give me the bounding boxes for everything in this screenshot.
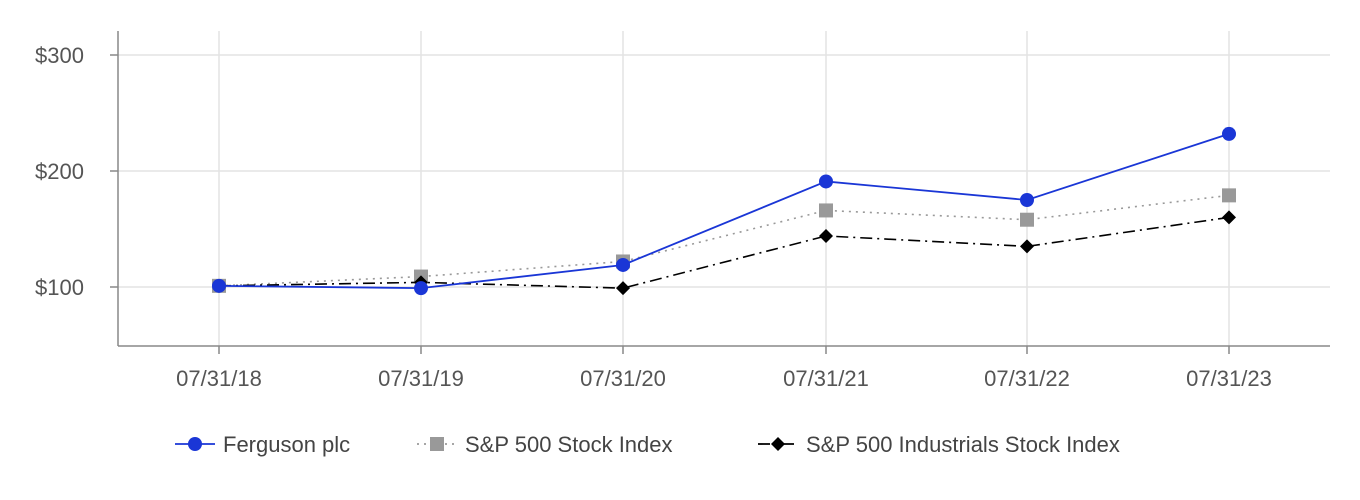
legend-item: S&P 500 Industrials Stock Index (758, 432, 1120, 457)
series-line (218, 194, 1230, 287)
legend-item: S&P 500 Stock Index (417, 432, 673, 457)
point-square (430, 437, 444, 451)
x-tick-label: 07/31/22 (984, 366, 1070, 391)
x-tick-label: 07/31/20 (580, 366, 666, 391)
x-tick-label: 07/31/18 (176, 366, 262, 391)
point-diamond (616, 281, 630, 296)
grid (118, 31, 1330, 346)
x-tick-label: 07/31/23 (1186, 366, 1272, 391)
y-tick-label: $200 (35, 159, 84, 184)
series-group (212, 126, 1236, 296)
legend-label: S&P 500 Industrials Stock Index (806, 432, 1120, 457)
point-square (1222, 188, 1236, 203)
series-1 (212, 188, 1236, 293)
series-line (218, 133, 1230, 290)
series-0 (212, 126, 1236, 296)
y-tick-label: $300 (35, 43, 84, 68)
series-line (218, 216, 1230, 289)
point-circle (616, 257, 630, 272)
point-square (1020, 212, 1034, 227)
point-square (819, 203, 833, 218)
legend-item: Ferguson plc (175, 432, 350, 457)
tick-labels: $100 $200 $300 07/31/18 07/31/19 07/31/20 07/3… (35, 43, 1272, 391)
legend: Ferguson plc S&P 500 Stock Index S&P 500 I… (175, 432, 1120, 457)
point-diamond (1222, 210, 1236, 225)
y-tick-label: $100 (35, 275, 84, 300)
axes (110, 31, 1330, 354)
point-circle (1222, 126, 1236, 141)
point-diamond (771, 437, 785, 451)
point-circle (819, 174, 833, 189)
point-diamond (819, 228, 833, 243)
x-tick-label: 07/31/21 (783, 366, 869, 391)
point-diamond (1020, 239, 1034, 254)
point-circle (1020, 193, 1034, 207)
point-circle (212, 278, 226, 293)
legend-label: S&P 500 Stock Index (465, 432, 673, 457)
legend-label: Ferguson plc (223, 432, 350, 457)
point-circle (414, 281, 428, 296)
point-circle (188, 437, 202, 451)
x-tick-label: 07/31/19 (378, 366, 464, 391)
